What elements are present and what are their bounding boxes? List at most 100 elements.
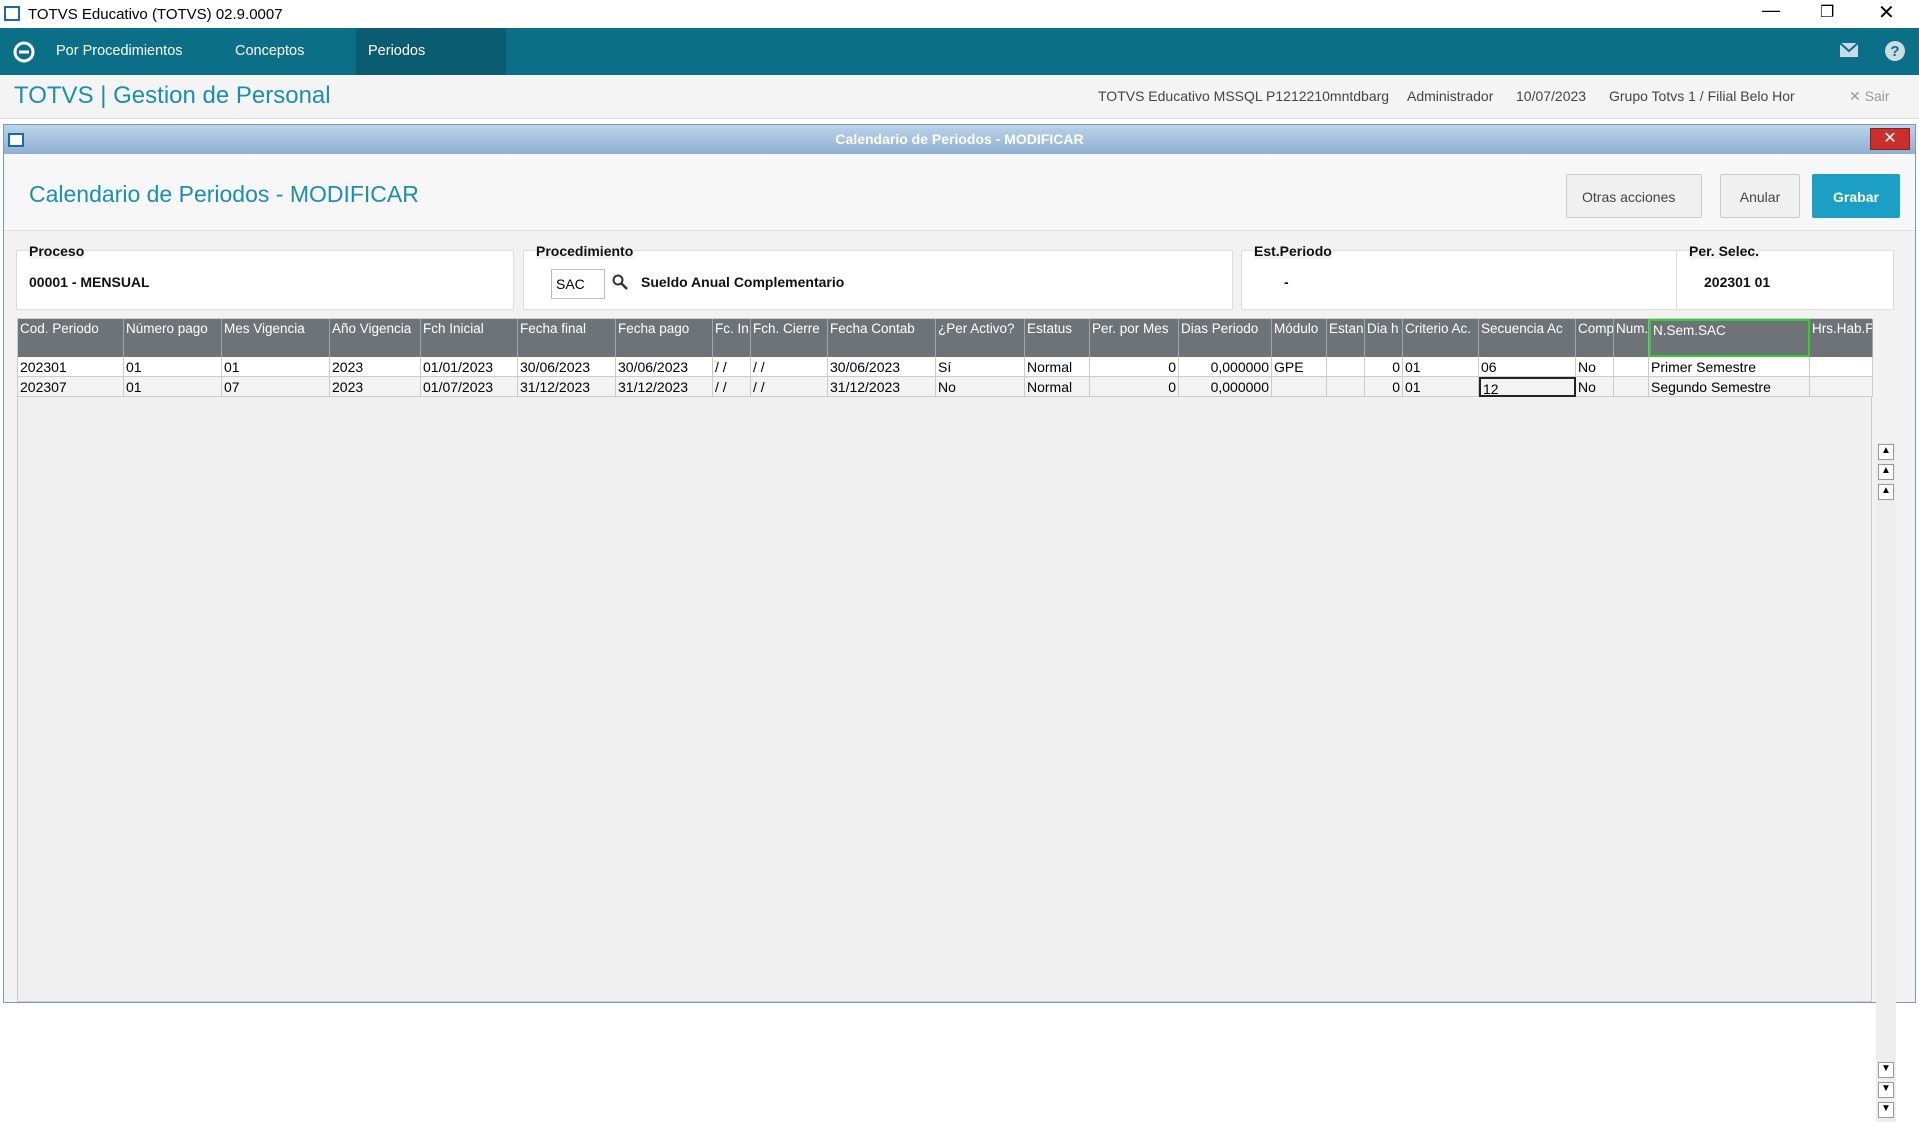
cell[interactable] <box>1810 377 1873 397</box>
cell[interactable]: 12 <box>1479 377 1576 397</box>
column-header[interactable]: Criterio Ac. <box>1403 319 1479 357</box>
cell[interactable] <box>1272 377 1327 397</box>
search-icon[interactable] <box>612 274 628 290</box>
exit-label[interactable]: Sair <box>1864 88 1890 104</box>
cell[interactable]: 202301 <box>18 357 124 377</box>
header-info: 10/07/2023 <box>1516 88 1587 104</box>
scroll-up[interactable]: ▲ <box>1878 484 1894 500</box>
dialog-title: Calendario de Periodos - MODIFICAR <box>4 125 1915 154</box>
cell[interactable]: Primer Semestre <box>1649 357 1810 377</box>
cell[interactable]: 2023 <box>330 357 421 377</box>
cell[interactable]: 01/07/2023 <box>421 377 518 397</box>
column-header[interactable]: Dia h <box>1365 319 1403 357</box>
cell[interactable]: Segundo Semestre <box>1649 377 1810 397</box>
cell[interactable] <box>1614 377 1649 397</box>
more-actions-button[interactable]: Otras acciones <box>1566 174 1702 218</box>
cell[interactable]: No <box>1576 377 1614 397</box>
column-header[interactable]: Fecha pago <box>616 319 713 357</box>
column-header[interactable]: Hrs.Hab.P <box>1810 319 1873 357</box>
cell[interactable] <box>1327 377 1365 397</box>
column-header[interactable]: Fch. Cierre <box>751 319 828 357</box>
header-info: TOTVS Educativo MSSQL P1212210mntdbarg <box>1098 88 1390 104</box>
field-code[interactable]: SAC <box>551 269 605 299</box>
restore[interactable]: ❐ <box>1820 4 1835 21</box>
cell[interactable]: 202307 <box>18 377 124 397</box>
cell[interactable] <box>1614 357 1649 377</box>
column-header[interactable]: Estatus <box>1025 319 1090 357</box>
cell[interactable]: 01 <box>124 357 222 377</box>
field: Proceso 00001 - MENSUAL <box>16 243 514 310</box>
column-header[interactable]: Comp <box>1576 319 1614 357</box>
tab[interactable]: Por Procedimientos [02.9.0007] × <box>44 28 242 106</box>
header-info: Administrador <box>1407 88 1494 104</box>
column-header[interactable]: Secuencia Ac <box>1479 319 1576 357</box>
cell[interactable]: 01/01/2023 <box>421 357 518 377</box>
dialog: Calendario de Periodos - MODIFICAR ✕ Cal… <box>3 124 1916 1122</box>
column-header[interactable]: Fecha Contab <box>828 319 936 357</box>
cell[interactable]: 0,000000 <box>1179 377 1272 397</box>
cell[interactable]: / / <box>751 377 828 397</box>
cell[interactable]: 0 <box>1090 377 1179 397</box>
column-header[interactable]: Dias Periodo <box>1179 319 1272 357</box>
cancel-button[interactable]: Anular <box>1720 174 1800 218</box>
scroll-down[interactable]: ▼ <box>1878 1082 1894 1098</box>
scrollbar[interactable]: ▲ ▲ ▲ ▼ ▼ ▼ <box>1876 442 1896 1122</box>
minimize[interactable]: — <box>1762 0 1780 20</box>
column-header[interactable]: Fch Inicial <box>421 319 518 357</box>
column-header[interactable]: Cod. Periodo <box>18 319 124 357</box>
column-header[interactable]: Número pago <box>124 319 222 357</box>
save-button[interactable]: Grabar <box>1812 174 1900 218</box>
header: TOTVS | Gestion de Personal TOTVS Educat… <box>0 75 1919 119</box>
cell[interactable]: Sí <box>936 357 1025 377</box>
column-header[interactable]: Año Vigencia <box>330 319 421 357</box>
cell[interactable]: 0 <box>1365 357 1403 377</box>
cell[interactable] <box>1810 357 1873 377</box>
column-header[interactable]: Mes Vigencia <box>222 319 330 357</box>
cell[interactable]: 01 <box>222 357 330 377</box>
cell[interactable]: 01 <box>124 377 222 397</box>
exit[interactable]: ✕ Sair <box>1849 88 1890 104</box>
cell[interactable]: 30/06/2023 <box>616 357 713 377</box>
cell[interactable] <box>1327 357 1365 377</box>
scroll-down[interactable]: ▼ <box>1878 1062 1894 1078</box>
field-label: Proceso <box>29 243 85 259</box>
cell[interactable]: 01 <box>1403 377 1479 397</box>
cell[interactable]: 0 <box>1365 377 1403 397</box>
column-header[interactable]: Num. <box>1614 319 1649 357</box>
mail-icon[interactable] <box>1840 43 1858 57</box>
cell[interactable]: / / <box>751 357 828 377</box>
cell[interactable]: 0,000000 <box>1179 357 1272 377</box>
cell[interactable]: 31/12/2023 <box>616 377 713 397</box>
cell[interactable]: 2023 <box>330 377 421 397</box>
cell[interactable]: 31/12/2023 <box>828 377 936 397</box>
cell[interactable]: 30/06/2023 <box>518 357 616 377</box>
cell[interactable]: / / <box>713 377 751 397</box>
column-header[interactable]: Fecha final <box>518 319 616 357</box>
close[interactable]: ✕ <box>1878 2 1895 24</box>
column-header[interactable]: Estan <box>1327 319 1365 357</box>
column-header[interactable]: Fc. In <box>713 319 751 357</box>
scroll-up[interactable]: ▲ <box>1878 444 1894 460</box>
cell[interactable]: 01 <box>1403 357 1479 377</box>
cell[interactable]: 06 <box>1479 357 1576 377</box>
tab[interactable]: Periodos [02.9.0007] × <box>356 28 506 106</box>
scroll-down[interactable]: ▼ <box>1878 1102 1894 1118</box>
cell[interactable]: Normal <box>1025 377 1090 397</box>
column-header[interactable]: N.Sem.SAC <box>1649 319 1810 357</box>
cell[interactable]: GPE <box>1272 357 1327 377</box>
cell[interactable]: 31/12/2023 <box>518 377 616 397</box>
cell[interactable]: 0 <box>1090 357 1179 377</box>
menu-icon[interactable] <box>13 41 35 63</box>
column-header[interactable]: Per. por Mes <box>1090 319 1179 357</box>
cell[interactable]: No <box>1576 357 1614 377</box>
cell[interactable]: 07 <box>222 377 330 397</box>
cell[interactable]: No <box>936 377 1025 397</box>
help-icon[interactable]: ? <box>1884 40 1906 62</box>
scroll-up[interactable]: ▲ <box>1878 464 1894 480</box>
dialog-close[interactable]: ✕ <box>1870 128 1910 150</box>
column-header[interactable]: Módulo <box>1272 319 1327 357</box>
cell[interactable]: Normal <box>1025 357 1090 377</box>
cell[interactable]: / / <box>713 357 751 377</box>
column-header[interactable]: ¿Per Activo? <box>936 319 1025 357</box>
cell[interactable]: 30/06/2023 <box>828 357 936 377</box>
